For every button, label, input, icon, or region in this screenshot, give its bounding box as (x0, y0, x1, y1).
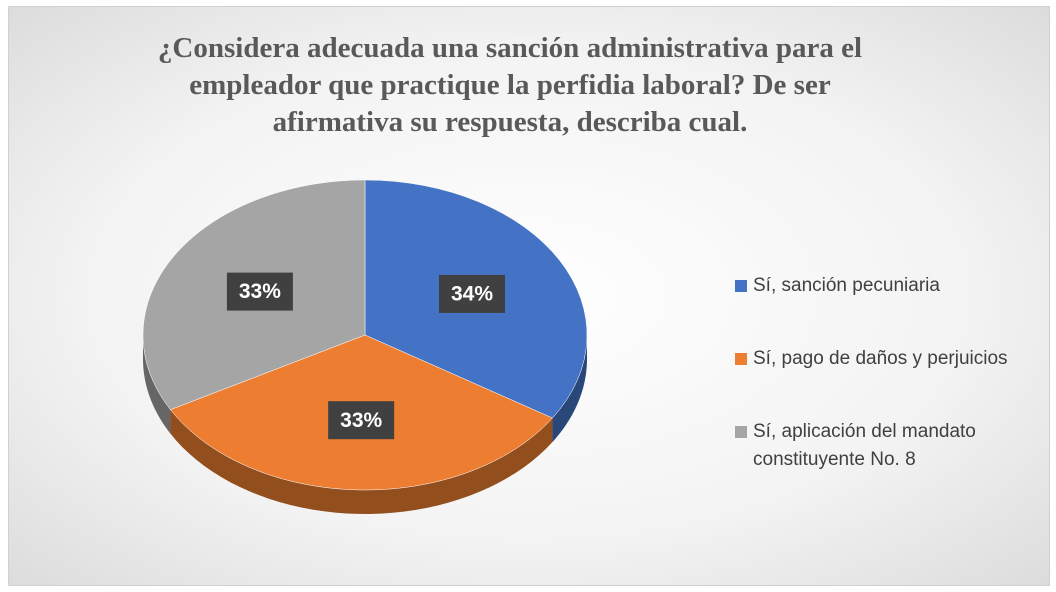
slice-side (170, 409, 553, 514)
data-label: 34% (451, 282, 493, 305)
legend: Sí, sanción pecuniaria Sí, pago de daños … (735, 272, 1035, 519)
legend-label: Sí, aplicación del mandato constituyente… (753, 421, 976, 470)
legend-item: Sí, aplicación del mandato constituyente… (735, 418, 1035, 474)
legend-swatch (735, 426, 747, 438)
slice-side (143, 335, 171, 434)
legend-item: Sí, pago de daños y perjuicios (735, 345, 1035, 373)
data-label-box (226, 272, 293, 311)
slice-side (552, 335, 587, 443)
data-label: 33% (340, 409, 382, 432)
legend-label: Sí, sanción pecuniaria (753, 275, 940, 296)
data-label-box (438, 274, 505, 313)
chart-title: ¿Considera adecuada una sanción administ… (157, 32, 863, 138)
legend-swatch (735, 280, 747, 292)
data-label-box (328, 401, 395, 440)
legend-swatch (735, 353, 747, 365)
legend-item: Sí, sanción pecuniaria (735, 272, 1035, 300)
data-label: 33% (239, 280, 281, 303)
legend-label: Sí, pago de daños y perjuicios (753, 348, 1008, 369)
